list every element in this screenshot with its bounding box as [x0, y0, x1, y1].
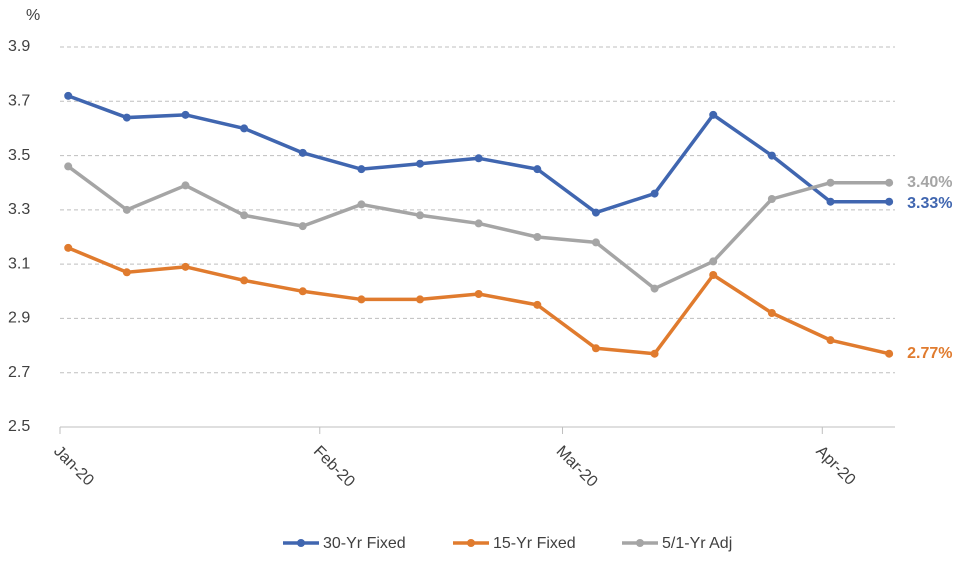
data-point: [240, 276, 249, 285]
data-point: [709, 257, 718, 266]
data-point: [767, 151, 776, 160]
data-point: [416, 211, 425, 220]
data-point: [533, 165, 542, 174]
x-tick-label: Feb-20: [310, 443, 358, 491]
x-tick-label: Jan-20: [50, 443, 97, 490]
data-point: [650, 189, 659, 198]
data-point: [885, 178, 894, 187]
data-point: [357, 200, 366, 209]
data-point: [767, 309, 776, 317]
data-point: [533, 233, 542, 241]
data-point: [826, 197, 835, 206]
data-point: [591, 238, 600, 247]
data-point: [357, 165, 366, 174]
y-tick-label: 2.5: [8, 418, 30, 435]
legend-item: 5/1-Yr Adj: [622, 535, 732, 552]
data-point: [416, 295, 425, 304]
data-point: [357, 295, 366, 304]
data-point: [650, 349, 659, 358]
data-point: [122, 268, 131, 277]
legend-marker: [467, 539, 475, 547]
data-label: 3.40%: [907, 174, 952, 191]
legend-marker: [297, 539, 305, 547]
data-point: [709, 110, 718, 119]
legend-label: 15-Yr Fixed: [493, 535, 576, 552]
data-label: 2.77%: [907, 345, 952, 362]
legend-marker: [636, 539, 644, 547]
data-point: [298, 148, 307, 157]
data-point: [181, 110, 190, 119]
y-tick-label: 3.3: [8, 201, 30, 218]
data-point: [240, 211, 249, 220]
data-label: 3.33%: [907, 195, 952, 212]
data-point: [181, 262, 190, 271]
y-tick-label: 3.9: [8, 38, 30, 55]
data-point: [122, 205, 131, 214]
data-point: [591, 208, 600, 217]
x-tick-label: Mar-20: [553, 443, 601, 491]
y-axis-label: %: [26, 7, 40, 24]
data-point: [64, 243, 73, 252]
data-point: [240, 124, 249, 133]
series-line: [67, 246, 890, 356]
data-point: [474, 290, 483, 298]
series-line: [67, 94, 890, 215]
data-point: [416, 159, 425, 168]
y-tick-label: 3.5: [8, 147, 30, 164]
data-point: [298, 287, 307, 296]
data-point: [64, 91, 73, 100]
data-point: [709, 271, 718, 279]
data-point: [885, 349, 894, 358]
data-point: [767, 195, 776, 203]
data-point: [181, 181, 190, 190]
data-point: [885, 197, 894, 206]
data-point: [122, 113, 131, 122]
data-point: [298, 222, 307, 231]
y-tick-label: 2.7: [8, 364, 30, 381]
series-line: [67, 165, 890, 291]
data-point: [826, 336, 835, 345]
data-point: [533, 300, 542, 309]
legend-label: 30-Yr Fixed: [323, 535, 406, 552]
y-tick-label: 3.1: [8, 255, 30, 272]
y-tick-label: 3.7: [8, 93, 30, 110]
data-point: [64, 162, 73, 171]
x-tick-label: Apr-20: [812, 443, 858, 489]
y-tick-label: 2.9: [8, 310, 30, 327]
data-point: [826, 178, 835, 187]
data-point: [474, 219, 483, 228]
legend-label: 5/1-Yr Adj: [662, 535, 732, 552]
legend-item: 30-Yr Fixed: [283, 535, 406, 552]
data-point: [650, 284, 659, 293]
legend-item: 15-Yr Fixed: [453, 535, 576, 552]
data-point: [474, 154, 483, 163]
data-point: [591, 344, 600, 353]
